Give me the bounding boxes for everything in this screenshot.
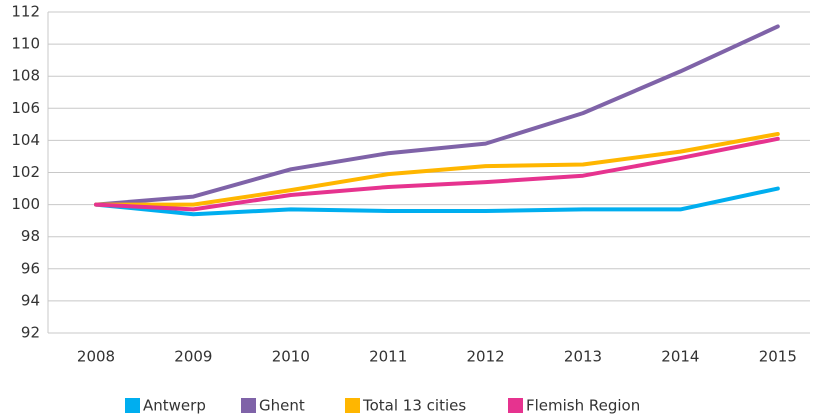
line [94, 136, 780, 212]
legend-label: Ghent [259, 397, 305, 415]
legend-swatch [125, 398, 140, 413]
y-tick-label: 98 [21, 227, 40, 245]
x-tick-label: 2010 [272, 348, 310, 366]
y-tick-label: 96 [21, 259, 40, 277]
legend-label: Total 13 cities [362, 397, 466, 415]
legend-swatch [345, 398, 360, 413]
x-tick-label: 2015 [759, 348, 797, 366]
x-tick-label: 2011 [369, 348, 407, 366]
y-tick-label: 106 [11, 99, 40, 117]
y-tick-label: 112 [11, 3, 40, 21]
legend-label: Antwerp [143, 397, 206, 415]
x-tick-label: 2014 [661, 348, 699, 366]
y-tick-label: 108 [11, 67, 40, 85]
legend-label: Flemish Region [526, 397, 640, 415]
legend-swatch [508, 398, 523, 413]
x-tick-label: 2013 [564, 348, 602, 366]
line [94, 131, 780, 207]
y-tick-label: 104 [11, 131, 40, 149]
y-tick-label: 94 [21, 291, 40, 309]
line [94, 24, 780, 207]
y-tick-label: 102 [11, 163, 40, 181]
y-tick-label: 100 [11, 195, 40, 213]
x-tick-label: 2008 [77, 348, 115, 366]
y-tick-label: 110 [11, 35, 40, 53]
y-tick-label: 92 [21, 324, 40, 342]
legend-swatch [241, 398, 256, 413]
x-tick-label: 2009 [174, 348, 212, 366]
x-tick-label: 2012 [467, 348, 505, 366]
line [94, 186, 780, 217]
